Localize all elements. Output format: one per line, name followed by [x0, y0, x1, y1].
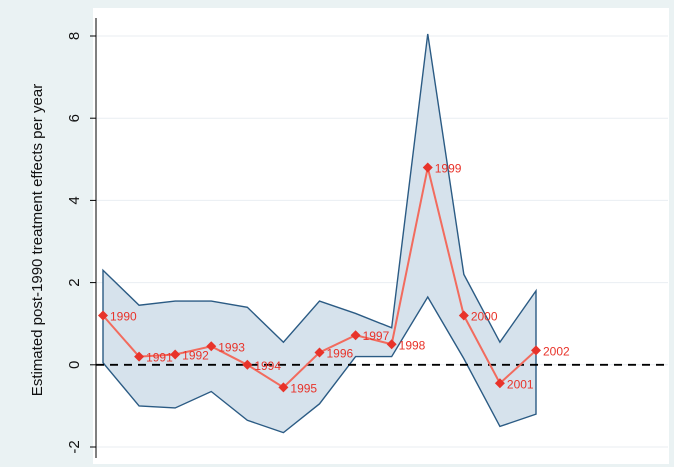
data-label: 2001: [507, 377, 534, 391]
point-labels: 1990 1991 1992 1993 1994 1995 1996 1997 1998 1999…: [110, 162, 570, 396]
data-point: [134, 351, 145, 362]
y-tick-label: -2: [66, 440, 83, 453]
data-point: [170, 349, 181, 360]
y-axis-label: Estimated post-1990 treatment effects pe…: [29, 84, 46, 396]
data-point: [458, 310, 469, 321]
data-point: [98, 310, 108, 321]
data-label: 1994: [254, 359, 281, 373]
data-label: 1995: [290, 381, 317, 395]
data-label: 1993: [218, 340, 245, 354]
data-point: [531, 345, 541, 356]
data-point: [386, 339, 397, 350]
series-markers: [98, 162, 541, 393]
data-label: 1999: [435, 162, 462, 176]
data-point: [350, 330, 361, 341]
y-ticks: -2 0 2 4 6 8: [66, 32, 96, 454]
data-label: 1996: [327, 346, 354, 360]
data-label: 1990: [110, 309, 137, 323]
y-tick-label: 4: [66, 196, 83, 204]
data-point: [278, 382, 289, 393]
data-point: [206, 341, 217, 352]
data-label: 1997: [363, 329, 390, 343]
data-point: [422, 162, 433, 173]
data-label: 2000: [471, 309, 498, 323]
confidence-band: [102, 33, 537, 434]
y-tick-label: 8: [66, 32, 83, 40]
data-label: 1998: [399, 338, 426, 352]
data-point: [494, 378, 505, 389]
y-tick-label: 0: [66, 361, 83, 369]
data-label: 2002: [543, 344, 570, 358]
data-point: [314, 347, 325, 358]
y-tick-label: 2: [66, 278, 83, 286]
y-tick-label: 6: [66, 114, 83, 122]
data-point: [242, 359, 253, 370]
data-label: 1992: [182, 349, 209, 363]
data-label: 1991: [146, 351, 173, 365]
